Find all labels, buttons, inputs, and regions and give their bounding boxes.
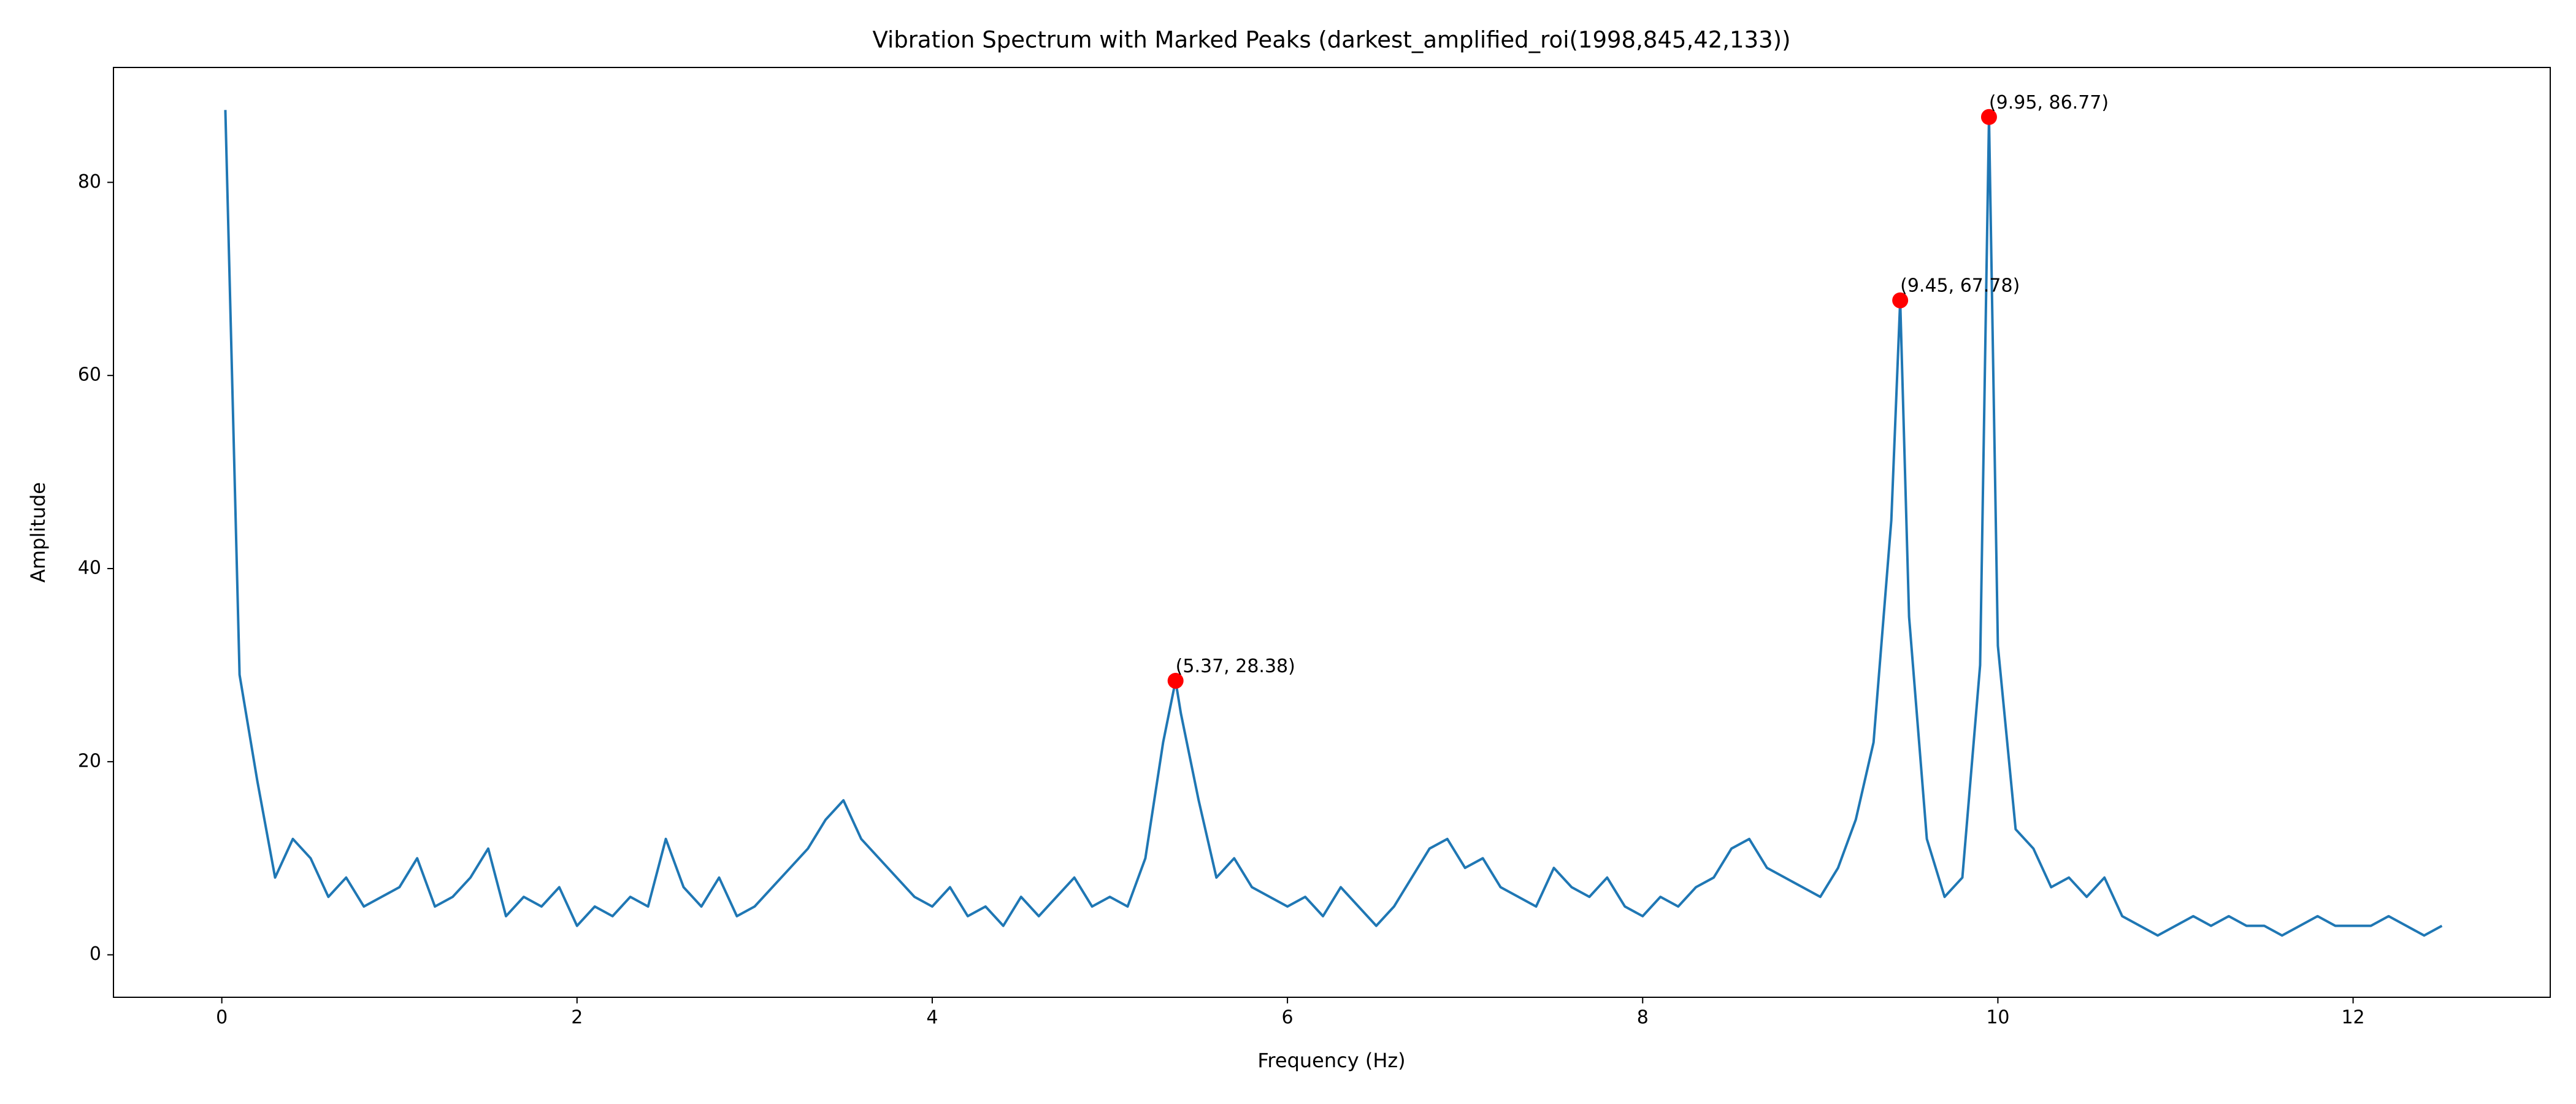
peak-marker — [1167, 672, 1184, 689]
y-tick-label: 40 — [78, 558, 101, 579]
y-tick-label: 80 — [78, 171, 101, 193]
peak-marker — [1980, 109, 1997, 125]
peak-label: (9.45, 67.78) — [1900, 275, 2020, 297]
x-axis-label: Frequency (Hz) — [1257, 1049, 1405, 1072]
spectrum-line — [224, 110, 2443, 937]
x-tick-label: 2 — [571, 1007, 583, 1029]
x-tick-label: 4 — [926, 1007, 938, 1029]
x-tick-label: 6 — [1282, 1007, 1294, 1029]
peak-marker — [1892, 292, 1909, 309]
y-tick-label: 20 — [78, 750, 101, 772]
x-tick-label: 0 — [216, 1007, 228, 1029]
y-axis-label: Amplitude — [26, 482, 50, 583]
x-tick-label: 8 — [1637, 1007, 1649, 1029]
x-tick-label: 12 — [2341, 1007, 2364, 1029]
peak-label: (9.95, 86.77) — [1989, 92, 2109, 113]
chart-title: Vibration Spectrum with Marked Peaks (da… — [872, 27, 1790, 53]
y-tick-label: 0 — [90, 943, 101, 965]
peak-label: (5.37, 28.38) — [1176, 656, 1295, 677]
x-tick-label: 10 — [1986, 1007, 2009, 1029]
plot-frame — [113, 67, 2551, 998]
y-tick-label: 60 — [78, 364, 101, 386]
